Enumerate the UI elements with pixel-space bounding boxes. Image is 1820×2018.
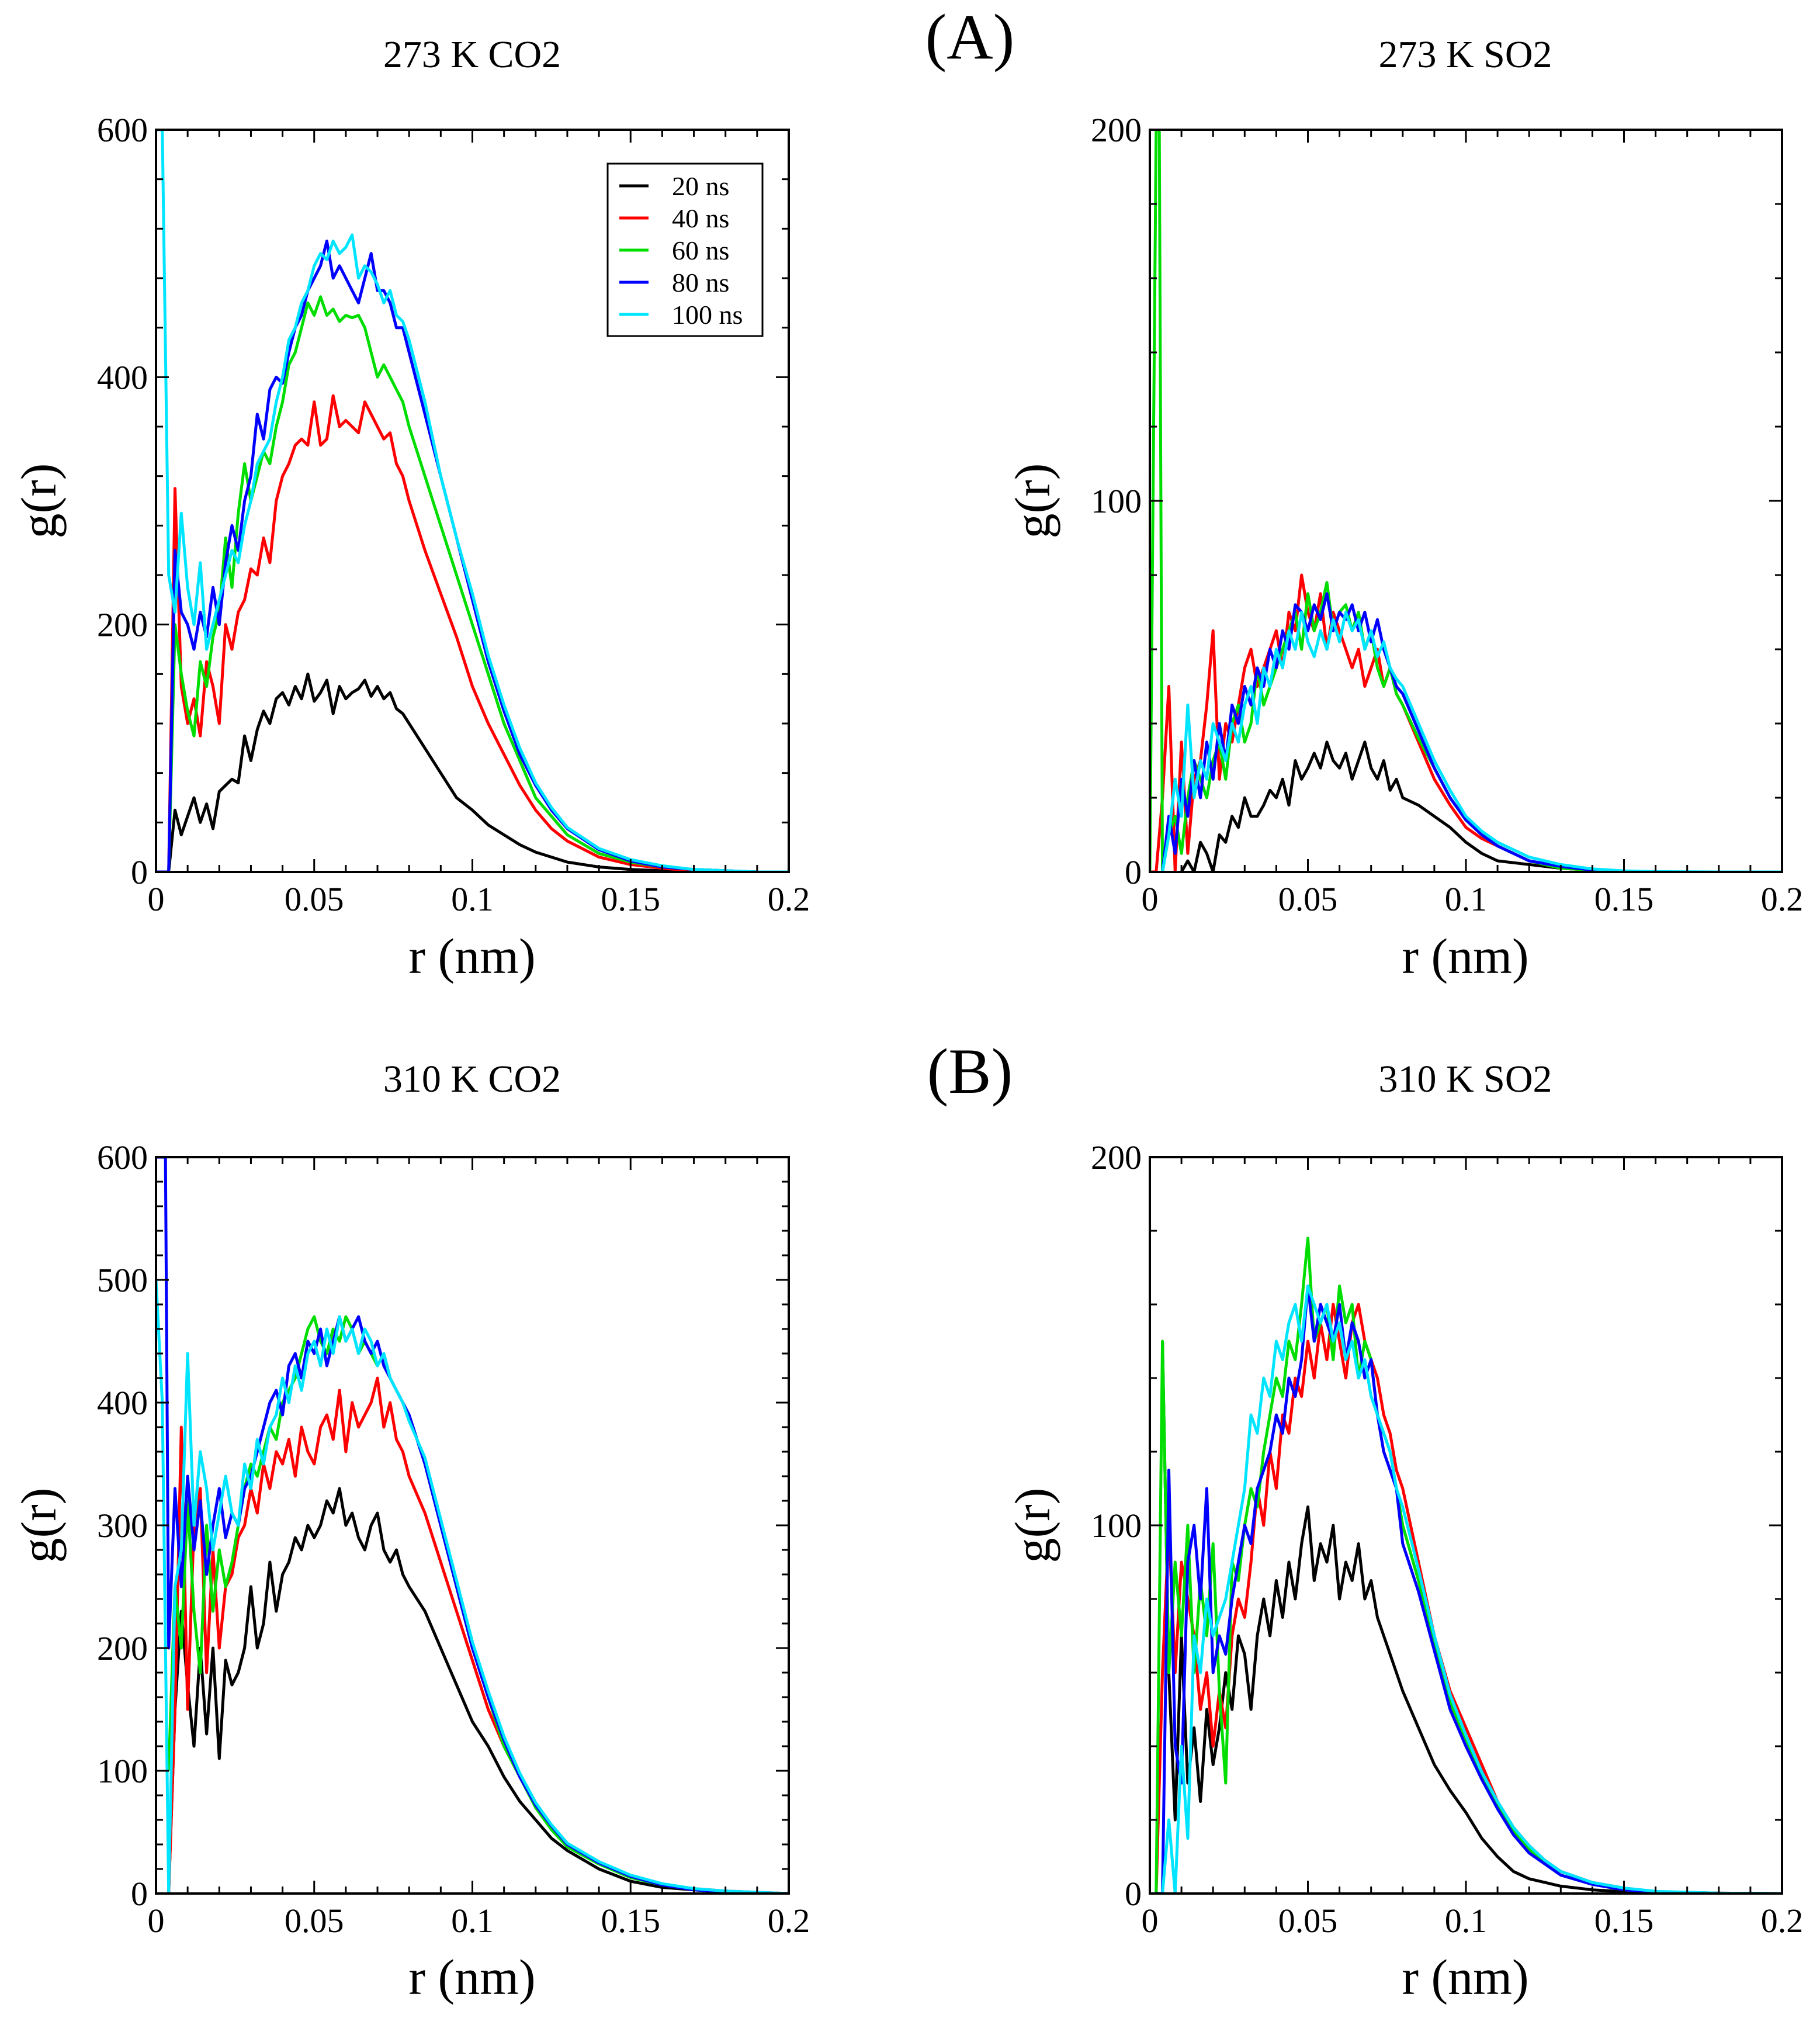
x-tick-label: 0.2 <box>768 1902 810 1940</box>
x-tick-label: 0.05 <box>1278 880 1338 918</box>
legend-label: 80 ns <box>672 268 729 297</box>
x-axis-label: r (nm) <box>1402 928 1528 984</box>
y-tick-label: 0 <box>131 1875 148 1913</box>
x-tick-label: 0.2 <box>1761 1902 1804 1940</box>
chart-title: 273 K SO2 <box>1378 33 1552 76</box>
y-tick-label: 300 <box>97 1507 148 1545</box>
x-tick-label: 0.05 <box>285 1902 344 1940</box>
chart-310k-co2: 0 0.05 0.1 0.15 0.2 0 100 200 300 400 500 600 310 K… <box>11 1058 810 2005</box>
series-line-80ns <box>156 240 789 872</box>
y-tick-label: 200 <box>97 606 148 644</box>
y-tick-label: 600 <box>97 111 148 149</box>
series-line-100ns <box>1161 1285 1782 1894</box>
series-line-20ns <box>167 1487 789 1894</box>
x-tick-label: 0 <box>1142 880 1159 918</box>
chart-273k-co2: 0 0.05 0.1 0.15 0.2 0 200 400 600 273 K CO2 r (n… <box>11 33 810 984</box>
legend-entry-40ns: 40 ns <box>619 203 729 233</box>
panel-label-a: (A) <box>925 1 1015 72</box>
y-tick-label: 0 <box>1125 1875 1142 1913</box>
x-tick-label: 0.1 <box>1445 1902 1488 1940</box>
chart-title: 310 K SO2 <box>1378 1058 1552 1100</box>
x-tick-label: 0.05 <box>285 880 344 918</box>
series-group <box>1155 1237 1782 1894</box>
x-tick-label: 0.2 <box>1761 880 1804 918</box>
series-line-100ns <box>156 1279 789 1894</box>
x-axis-label: r (nm) <box>408 928 535 984</box>
y-tick-label: 200 <box>97 1629 148 1667</box>
y-tick-label: 100 <box>97 1752 148 1790</box>
legend: 20 ns 40 ns 60 ns 80 ns 100 ns <box>606 162 764 337</box>
legend-label: 40 ns <box>672 203 729 233</box>
y-tick-label: 200 <box>1091 111 1142 149</box>
series-group <box>156 130 789 872</box>
series-line-20ns <box>1161 1341 1782 1894</box>
y-tick-label: 400 <box>97 358 148 396</box>
x-tick-label: 0.15 <box>601 1902 661 1940</box>
x-axis-label: r (nm) <box>408 1949 535 2005</box>
x-tick-label: 0.1 <box>1445 880 1488 918</box>
y-tick-label: 200 <box>1091 1138 1142 1176</box>
legend-entry-20ns: 20 ns <box>619 171 729 201</box>
legend-entry-60ns: 60 ns <box>619 236 729 265</box>
legend-label: 20 ns <box>672 171 729 201</box>
series-group <box>1150 130 1782 872</box>
y-tick-label: 500 <box>97 1261 148 1299</box>
series-line-80ns <box>1161 592 1782 872</box>
legend-entry-100ns: 100 ns <box>619 300 743 330</box>
series-group <box>156 1157 789 1894</box>
x-tick-label: 0 <box>148 1902 165 1940</box>
chart-title: 310 K CO2 <box>383 1058 561 1100</box>
series-line-20ns <box>156 672 789 872</box>
x-axis-label: r (nm) <box>1402 1949 1528 2005</box>
y-axis-label: g(r) <box>11 1488 67 1563</box>
legend-entry-80ns: 80 ns <box>619 268 729 297</box>
x-tick-label: 0.05 <box>1278 1902 1338 1940</box>
x-tick-label: 0.1 <box>451 1902 494 1940</box>
x-tick-label: 0.1 <box>451 880 494 918</box>
y-tick-label: 100 <box>1091 482 1142 520</box>
y-tick-label: 0 <box>1125 853 1142 891</box>
series-line-60ns <box>156 295 789 872</box>
panel-label-b: (B) <box>927 1036 1013 1107</box>
series-line-40ns <box>156 394 789 872</box>
x-tick-label: 0.2 <box>768 880 810 918</box>
series-line-100ns <box>156 130 789 872</box>
legend-label: 100 ns <box>672 300 743 330</box>
y-tick-label: 400 <box>97 1384 148 1422</box>
series-line-80ns <box>1156 1285 1782 1894</box>
y-tick-label: 0 <box>131 853 148 891</box>
x-tick-label: 0 <box>1142 1902 1159 1940</box>
x-tick-label: 0 <box>148 880 165 918</box>
series-line-20ns <box>1180 740 1782 872</box>
y-tick-label: 100 <box>1091 1507 1142 1545</box>
x-tick-label: 0.15 <box>1594 1902 1654 1940</box>
series-line-100ns <box>1161 611 1782 872</box>
y-axis-label: g(r) <box>1004 463 1060 539</box>
y-axis-label: g(r) <box>11 463 67 539</box>
x-tick-label: 0.15 <box>601 880 661 918</box>
legend-label: 60 ns <box>672 236 729 265</box>
y-axis-label: g(r) <box>1004 1488 1060 1563</box>
chart-title: 273 K CO2 <box>383 33 561 76</box>
x-tick-label: 0.15 <box>1594 880 1654 918</box>
y-tick-label: 600 <box>97 1138 148 1176</box>
